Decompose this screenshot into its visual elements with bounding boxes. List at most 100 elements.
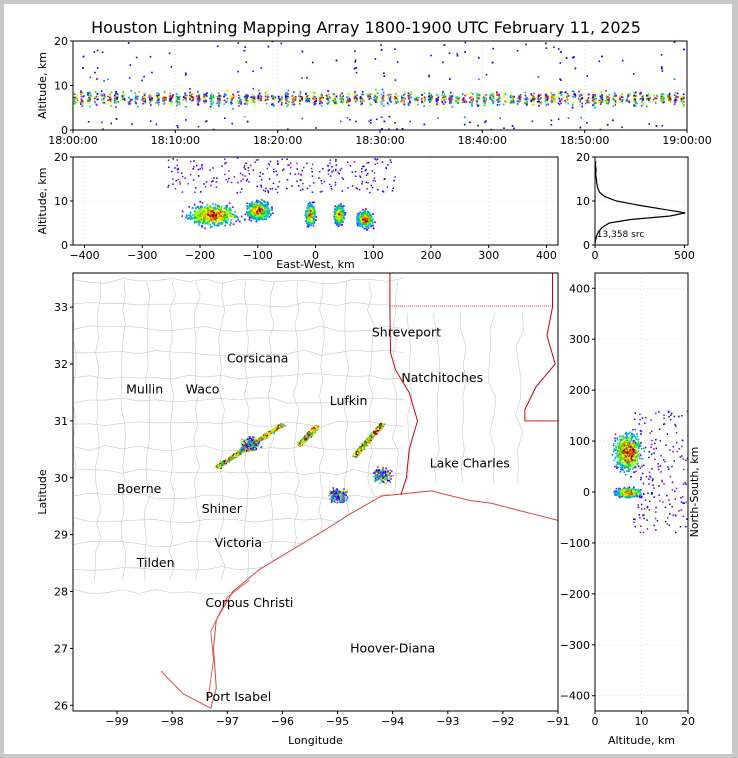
source-point xyxy=(229,214,232,216)
source-point xyxy=(318,100,321,102)
source-point xyxy=(193,221,196,224)
source-point xyxy=(224,221,227,224)
source-point xyxy=(628,100,630,103)
source-point xyxy=(499,96,502,99)
source-point xyxy=(250,96,253,98)
source-point xyxy=(304,220,307,223)
source-point xyxy=(271,103,273,106)
source-point xyxy=(212,207,215,209)
source-point xyxy=(122,95,125,98)
source-point xyxy=(204,222,207,225)
x-tick-label: 18:30:00 xyxy=(355,134,404,147)
source-point xyxy=(342,96,344,99)
source-point xyxy=(184,92,186,95)
source-point xyxy=(88,101,91,104)
source-point xyxy=(185,216,187,219)
source-point xyxy=(586,75,588,77)
source-point xyxy=(250,203,252,206)
source-point xyxy=(410,92,413,95)
source-point xyxy=(115,95,118,98)
source-point xyxy=(263,200,265,202)
source-point xyxy=(605,90,607,92)
source-point xyxy=(396,95,398,97)
source-point xyxy=(387,97,390,99)
source-point xyxy=(209,211,212,214)
source-point xyxy=(76,101,78,104)
source-point xyxy=(388,115,391,118)
source-point xyxy=(430,97,432,100)
source-point xyxy=(281,99,283,101)
source-point xyxy=(559,100,561,102)
source-point xyxy=(550,99,553,102)
source-point xyxy=(315,127,317,129)
source-point xyxy=(163,98,165,101)
source-point xyxy=(394,99,397,101)
source-point xyxy=(341,99,344,101)
source-point xyxy=(252,70,254,73)
source-point xyxy=(204,95,206,97)
source-point xyxy=(89,105,91,108)
source-point xyxy=(211,217,213,219)
source-point xyxy=(437,96,439,99)
source-point xyxy=(444,97,446,100)
source-point xyxy=(201,202,204,204)
source-point xyxy=(223,211,225,213)
source-point xyxy=(601,96,604,99)
source-point xyxy=(594,94,596,96)
source-point xyxy=(608,97,611,99)
source-point xyxy=(581,105,583,108)
source-point xyxy=(380,93,383,96)
source-point xyxy=(209,205,212,208)
source-point xyxy=(572,103,574,105)
source-point xyxy=(403,103,406,106)
source-point xyxy=(512,95,514,98)
source-point xyxy=(225,89,228,91)
source-point xyxy=(306,94,308,97)
source-point xyxy=(648,99,650,102)
source-point xyxy=(313,206,315,208)
source-point xyxy=(613,99,616,102)
source-point xyxy=(614,97,617,99)
source-point xyxy=(259,217,261,220)
source-point xyxy=(572,95,574,98)
source-point xyxy=(335,95,338,98)
east-west-panel: −400 −300 −200 −100 0 100 200 300 40001020East-W… xyxy=(36,151,559,271)
source-point xyxy=(198,214,201,216)
source-point xyxy=(191,214,194,216)
source-point xyxy=(149,98,151,100)
source-point xyxy=(449,99,452,101)
source-point xyxy=(286,102,289,105)
source-point xyxy=(464,94,466,97)
source-point xyxy=(116,100,118,102)
source-point xyxy=(309,210,312,212)
source-point xyxy=(252,99,255,102)
source-point xyxy=(209,213,212,215)
source-point xyxy=(334,97,337,99)
source-point xyxy=(225,219,227,222)
source-point xyxy=(490,94,493,97)
source-point xyxy=(313,220,316,223)
source-point xyxy=(246,207,249,210)
source-point xyxy=(326,102,329,105)
source-point xyxy=(254,213,257,215)
source-point xyxy=(306,207,309,209)
source-point xyxy=(104,96,106,98)
source-point xyxy=(395,99,398,102)
source-point xyxy=(202,214,204,217)
source-point xyxy=(198,222,200,225)
source-point xyxy=(188,217,190,219)
source-point xyxy=(606,100,609,103)
source-point xyxy=(246,97,248,99)
source-point xyxy=(668,100,671,103)
source-point xyxy=(537,76,540,78)
source-point xyxy=(584,98,587,100)
source-point xyxy=(478,97,480,99)
source-point xyxy=(646,98,648,100)
source-point xyxy=(206,92,208,94)
source-point xyxy=(198,96,201,99)
y-axis-label: Altitude, km xyxy=(36,52,49,119)
lma-figure: Houston Lightning Mapping Array 1800-190… xyxy=(36,18,712,747)
source-point xyxy=(117,95,119,98)
source-point xyxy=(585,99,588,101)
source-point xyxy=(200,218,203,221)
